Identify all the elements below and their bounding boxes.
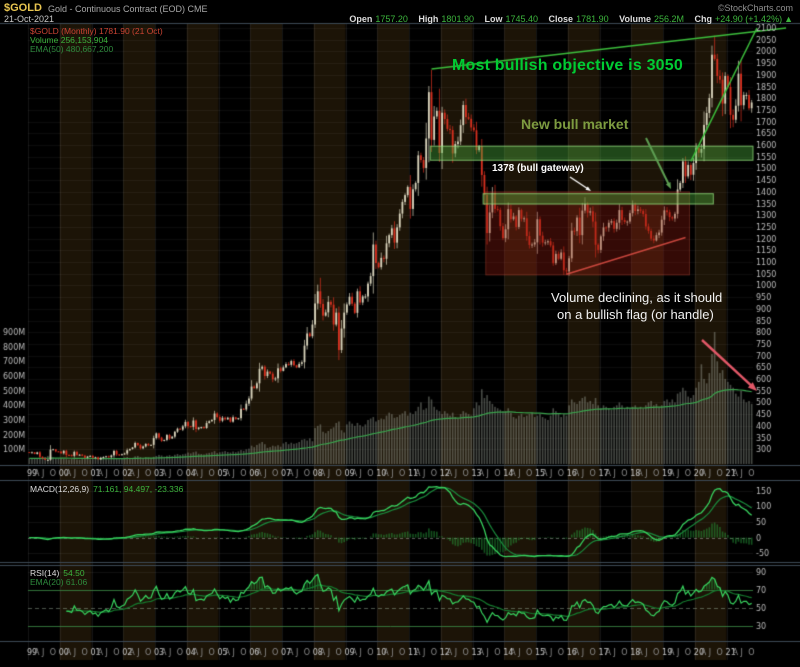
up-triangle-icon: ▲ [784,14,793,24]
chart-date: 21-Oct-2021 [4,14,55,24]
high-value: 1801.90 [441,14,474,24]
price-legend: $GOLD (Monthly) 1781.90 (21 Oct) [30,26,163,36]
chart-title: Gold - Continuous Contract (EOD) CME [48,4,208,14]
chg-label: Chg [694,14,713,24]
annotation-volume-note-line1: Volume declining, as it should [551,290,723,305]
volume-value: 256.2M [653,14,684,24]
open-label: Open [349,14,373,24]
macd-label: MACD(12,26,9) [30,484,90,494]
rsi-label: RSI(14) [30,568,60,578]
annotation-volume-note-line2: on a bullish flag (or handle) [557,307,714,322]
macd-values: 71.161, 94.497, -23.336 [93,484,184,494]
volume-label: Volume [619,14,651,24]
stockcharts-credit: ©StockCharts.com [717,3,793,13]
high-label: High [418,14,439,24]
macd-legend: MACD(12,26,9) 71.161, 94.497, -23.336 [30,484,183,494]
annotation-bullish-objective: Most bullish objective is 3050 [452,57,683,74]
close-label: Close [548,14,574,24]
volume-legend: Volume 256,153,904 [30,35,108,45]
rsi-value: 54.50 [63,568,85,578]
close-value: 1781.90 [576,14,609,24]
low-value: 1745.40 [505,14,539,24]
annotation-bull-gateway: 1378 (bull gateway) [492,163,584,174]
annotation-new-bull-market: New bull market [521,116,629,132]
symbol-label: $GOLD [4,2,42,14]
open-value: 1757.20 [375,14,408,24]
rsi-legend: RSI(14) 54.50 [30,568,85,578]
quote-bar: Open 1757.20 High 1801.90 Low 1745.40 Close… [341,14,793,24]
low-label: Low [484,14,503,24]
volume-ema-legend: EMA(50) 480,667,200 [30,44,114,54]
rsi-ema-legend: EMA(20) 61.06 [30,577,88,587]
chg-value: +24.90 (+1.42%) [715,14,783,24]
